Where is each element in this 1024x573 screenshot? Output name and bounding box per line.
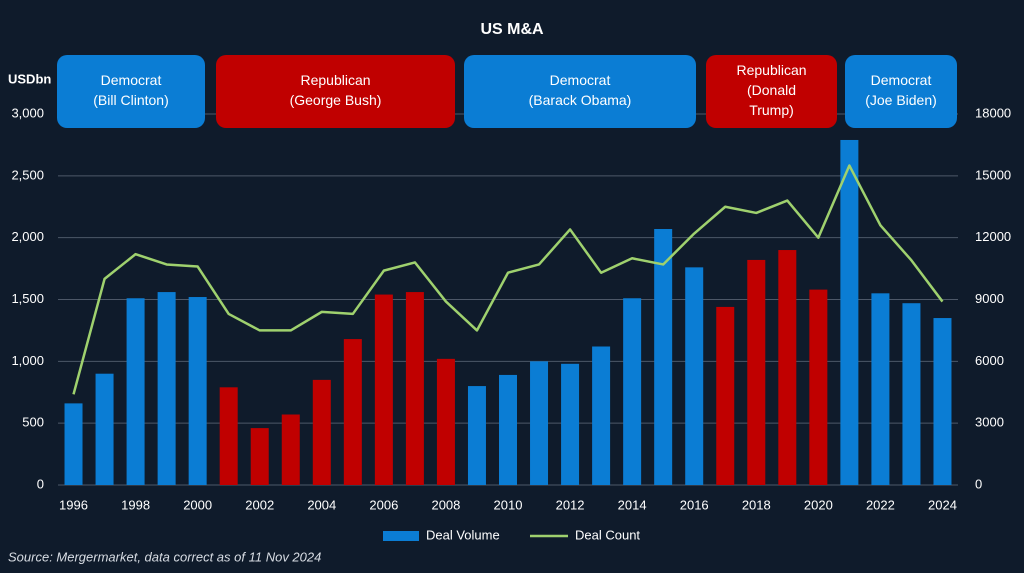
bar [250, 428, 269, 485]
y2-tick-label: 0 [975, 476, 982, 491]
bar [64, 403, 83, 485]
bar [778, 250, 797, 485]
x-tick-label: 2002 [245, 497, 274, 512]
legend-label: Deal Volume [426, 527, 500, 542]
legend-label: Deal Count [575, 527, 640, 542]
y2-tick-label: 12000 [975, 229, 1011, 244]
x-tick-label: 2000 [183, 497, 212, 512]
y-tick-label: 1,500 [11, 291, 44, 306]
bar [467, 386, 486, 485]
x-tick-label: 2020 [804, 497, 833, 512]
x-tick-label: 2004 [307, 497, 336, 512]
y-tick-label: 500 [22, 415, 44, 430]
bar [157, 292, 176, 485]
bar [623, 298, 642, 485]
y-tick-label: 1,000 [11, 353, 44, 368]
x-tick-label: 2014 [618, 497, 647, 512]
x-tick-label: 2010 [494, 497, 523, 512]
bar [809, 289, 828, 485]
era-label: Trump) [749, 102, 794, 118]
x-tick-label: 1996 [59, 497, 88, 512]
chart-title: US M&A [480, 21, 544, 38]
y2-tick-label: 6000 [975, 353, 1004, 368]
y-tick-label: 3,000 [11, 105, 44, 120]
x-tick-label: 2008 [431, 497, 460, 512]
bar [685, 267, 704, 485]
bar [654, 229, 673, 485]
y-axis-label: USDbn [8, 71, 51, 86]
y-tick-label: 0 [37, 476, 44, 491]
bar [561, 363, 580, 485]
x-tick-label: 2006 [369, 497, 398, 512]
line [72, 164, 944, 395]
era-label: Republican [736, 62, 806, 78]
era-box [706, 55, 837, 128]
x-tick-label: 2022 [866, 497, 895, 512]
y-tick-label: 2,500 [11, 167, 44, 182]
y2-tick-label: 15000 [975, 167, 1011, 182]
era-label: (Bill Clinton) [93, 92, 168, 108]
bar [188, 297, 207, 485]
era-label: (George Bush) [290, 92, 382, 108]
x-tick-label: 2024 [928, 497, 957, 512]
bar [530, 361, 549, 485]
bar [312, 379, 331, 485]
bar [933, 318, 952, 485]
y2-tick-label: 18000 [975, 105, 1011, 120]
bar [592, 346, 611, 485]
bar [902, 303, 921, 485]
era-label: Republican [300, 72, 370, 88]
era-box [464, 55, 696, 128]
x-tick-label: 2012 [556, 497, 585, 512]
x-tick-label: 1998 [121, 497, 150, 512]
bar [219, 387, 238, 485]
bar [436, 358, 455, 485]
era-label: Democrat [550, 72, 611, 88]
source-note: Source: Mergermarket, data correct as of… [8, 549, 321, 564]
bar [499, 374, 517, 485]
bar [374, 294, 393, 485]
bar [716, 306, 735, 485]
x-tick-label: 2018 [742, 497, 771, 512]
bar [871, 293, 890, 485]
era-label: (Donald [747, 82, 796, 98]
bar [747, 259, 766, 485]
legend-swatch [383, 531, 419, 541]
bar [281, 414, 300, 485]
era-label: Democrat [871, 72, 932, 88]
era-box [57, 55, 205, 128]
bar [343, 339, 362, 485]
era-box [845, 55, 957, 128]
bar [126, 298, 145, 485]
era-label: (Joe Biden) [865, 92, 937, 108]
x-tick-label: 2016 [680, 497, 709, 512]
y2-tick-label: 3000 [975, 415, 1004, 430]
bar [840, 139, 859, 485]
era-label: (Barack Obama) [529, 92, 632, 108]
bar [95, 373, 114, 485]
y2-tick-label: 9000 [975, 291, 1004, 306]
era-box [216, 55, 455, 128]
era-label: Democrat [101, 72, 162, 88]
bar [405, 292, 424, 485]
y-tick-label: 2,000 [11, 229, 44, 244]
